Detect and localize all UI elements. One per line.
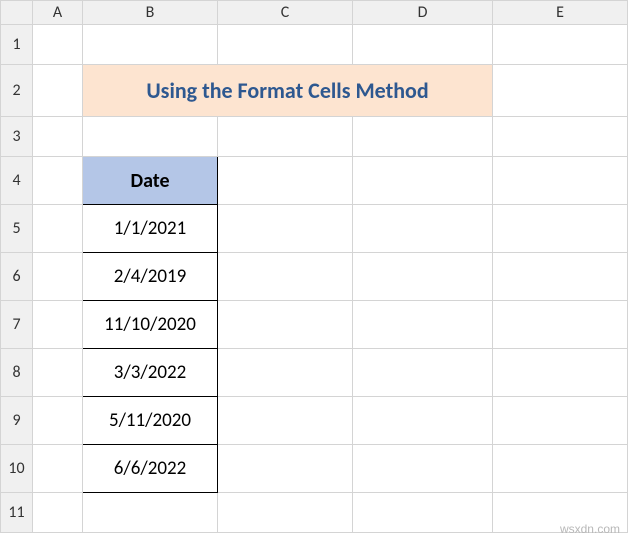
row-header-6[interactable]: 6 <box>1 253 33 301</box>
spreadsheet-grid: A B C D E 1 2 Using the Format Cells Met… <box>0 0 628 533</box>
date-cell-4[interactable]: 3/3/2022 <box>83 349 218 397</box>
cell-e3[interactable] <box>493 117 628 157</box>
row-header-1[interactable]: 1 <box>1 25 33 65</box>
cell-a4[interactable] <box>33 157 83 205</box>
col-header-a[interactable]: A <box>33 1 83 25</box>
row-header-11[interactable]: 11 <box>1 493 33 533</box>
row-header-3[interactable]: 3 <box>1 117 33 157</box>
cell-b3[interactable] <box>83 117 218 157</box>
cell-d6[interactable] <box>353 253 493 301</box>
cell-d5[interactable] <box>353 205 493 253</box>
cell-c11[interactable] <box>218 493 353 533</box>
cell-a7[interactable] <box>33 301 83 349</box>
row-header-10[interactable]: 10 <box>1 445 33 493</box>
col-header-d[interactable]: D <box>353 1 493 25</box>
cell-a2[interactable] <box>33 65 83 117</box>
row-1: 1 <box>1 25 628 65</box>
row-5: 5 1/1/2021 <box>1 205 628 253</box>
cell-d4[interactable] <box>353 157 493 205</box>
cell-a9[interactable] <box>33 397 83 445</box>
row-11: 11 <box>1 493 628 533</box>
cell-e1[interactable] <box>493 25 628 65</box>
row-header-8[interactable]: 8 <box>1 349 33 397</box>
row-2: 2 Using the Format Cells Method <box>1 65 628 117</box>
col-header-b[interactable]: B <box>83 1 218 25</box>
date-cell-1[interactable]: 1/1/2021 <box>83 205 218 253</box>
row-4: 4 Date <box>1 157 628 205</box>
cell-c10[interactable] <box>218 445 353 493</box>
cell-c8[interactable] <box>218 349 353 397</box>
col-header-c[interactable]: C <box>218 1 353 25</box>
row-header-9[interactable]: 9 <box>1 397 33 445</box>
cell-d10[interactable] <box>353 445 493 493</box>
col-header-e[interactable]: E <box>493 1 628 25</box>
date-cell-6[interactable]: 6/6/2022 <box>83 445 218 493</box>
cell-e6[interactable] <box>493 253 628 301</box>
cell-a10[interactable] <box>33 445 83 493</box>
cell-c1[interactable] <box>218 25 353 65</box>
cell-d7[interactable] <box>353 301 493 349</box>
column-header-row: A B C D E <box>1 1 628 25</box>
date-cell-5[interactable]: 5/11/2020 <box>83 397 218 445</box>
row-header-5[interactable]: 5 <box>1 205 33 253</box>
cell-e2[interactable] <box>493 65 628 117</box>
cell-e8[interactable] <box>493 349 628 397</box>
corner-cell[interactable] <box>1 1 33 25</box>
cell-a8[interactable] <box>33 349 83 397</box>
cell-d3[interactable] <box>353 117 493 157</box>
row-header-4[interactable]: 4 <box>1 157 33 205</box>
cell-d1[interactable] <box>353 25 493 65</box>
row-8: 8 3/3/2022 <box>1 349 628 397</box>
cell-d8[interactable] <box>353 349 493 397</box>
cell-a6[interactable] <box>33 253 83 301</box>
cell-c6[interactable] <box>218 253 353 301</box>
cell-e9[interactable] <box>493 397 628 445</box>
title-cell[interactable]: Using the Format Cells Method <box>83 65 493 117</box>
cell-b11[interactable] <box>83 493 218 533</box>
row-7: 7 11/10/2020 <box>1 301 628 349</box>
cell-e5[interactable] <box>493 205 628 253</box>
row-3: 3 <box>1 117 628 157</box>
cell-d11[interactable] <box>353 493 493 533</box>
cell-b1[interactable] <box>83 25 218 65</box>
cell-a1[interactable] <box>33 25 83 65</box>
cell-c4[interactable] <box>218 157 353 205</box>
cell-c7[interactable] <box>218 301 353 349</box>
date-cell-2[interactable]: 2/4/2019 <box>83 253 218 301</box>
row-header-2[interactable]: 2 <box>1 65 33 117</box>
cell-e7[interactable] <box>493 301 628 349</box>
cell-c5[interactable] <box>218 205 353 253</box>
row-header-7[interactable]: 7 <box>1 301 33 349</box>
cell-e4[interactable] <box>493 157 628 205</box>
row-10: 10 6/6/2022 <box>1 445 628 493</box>
cell-d9[interactable] <box>353 397 493 445</box>
cell-c3[interactable] <box>218 117 353 157</box>
row-9: 9 5/11/2020 <box>1 397 628 445</box>
watermark-text: wsxdn.com <box>560 522 620 536</box>
date-cell-3[interactable]: 11/10/2020 <box>83 301 218 349</box>
cell-a5[interactable] <box>33 205 83 253</box>
cell-e10[interactable] <box>493 445 628 493</box>
row-6: 6 2/4/2019 <box>1 253 628 301</box>
date-header-cell[interactable]: Date <box>83 157 218 205</box>
cell-a11[interactable] <box>33 493 83 533</box>
cell-c9[interactable] <box>218 397 353 445</box>
cell-a3[interactable] <box>33 117 83 157</box>
